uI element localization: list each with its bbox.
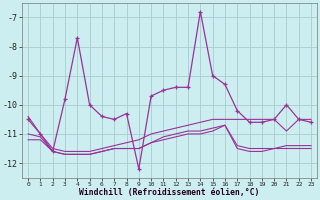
X-axis label: Windchill (Refroidissement éolien,°C): Windchill (Refroidissement éolien,°C) [79,188,260,197]
